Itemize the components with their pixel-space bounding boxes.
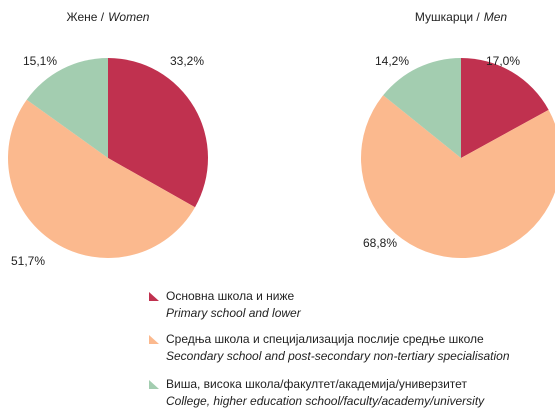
legend-marker xyxy=(149,380,159,389)
value-label: 68,8% xyxy=(363,236,397,250)
pie-slice xyxy=(461,58,549,158)
legend-label: Средња школа и специјализација послије с… xyxy=(166,332,484,346)
pie-slice xyxy=(7,99,196,259)
title-english: Women xyxy=(108,10,150,24)
value-label: 33,2% xyxy=(170,54,204,68)
legend-label: Основна школа и ниже xyxy=(166,289,294,303)
pie-slice xyxy=(361,95,555,258)
legend-marker xyxy=(149,292,159,301)
pie-title: Жене / Women xyxy=(67,10,150,24)
legend-marker xyxy=(149,335,159,344)
legend-label-english: Secondary school and post-secondary non-… xyxy=(166,349,510,363)
value-label: 14,2% xyxy=(375,54,409,68)
pie-slice xyxy=(108,58,208,208)
title-local: Жене / xyxy=(67,10,105,24)
pie-slice xyxy=(26,57,108,158)
value-label: 15,1% xyxy=(23,54,57,68)
legend-label: Виша, висока школа/факултет/академија/ун… xyxy=(166,377,467,391)
pie-title: Мушкарци / Men xyxy=(415,10,508,24)
title-local: Мушкарци / xyxy=(415,10,481,24)
value-label: 51,7% xyxy=(11,254,45,268)
title-english: Men xyxy=(484,10,508,24)
value-label: 17,0% xyxy=(486,54,520,68)
legend-label-english: Primary school and lower xyxy=(166,306,302,320)
legend-label-english: College, higher education school/faculty… xyxy=(166,394,485,408)
pie-slice xyxy=(383,58,461,158)
